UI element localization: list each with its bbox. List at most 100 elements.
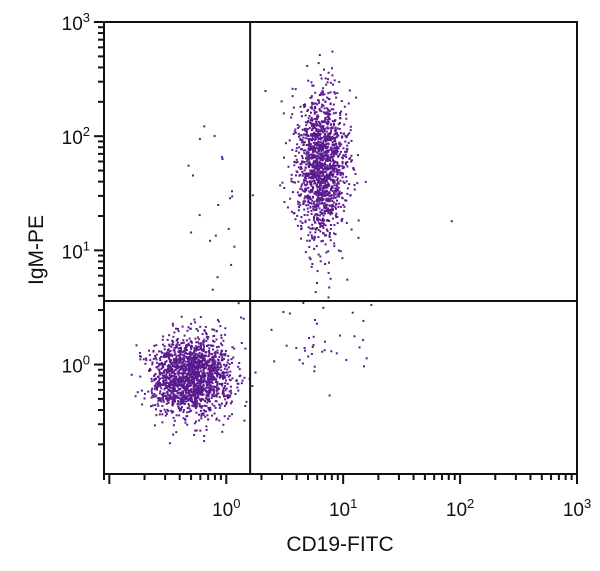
data-point bbox=[313, 238, 316, 241]
data-point bbox=[175, 355, 178, 357]
data-point bbox=[324, 340, 326, 343]
data-point bbox=[190, 352, 193, 355]
data-point bbox=[153, 388, 156, 391]
data-point bbox=[203, 404, 206, 407]
data-point bbox=[214, 386, 217, 388]
data-point bbox=[335, 153, 338, 156]
data-point bbox=[319, 230, 322, 233]
data-point bbox=[177, 372, 180, 375]
data-point bbox=[202, 413, 205, 416]
data-point bbox=[188, 376, 191, 379]
data-point bbox=[168, 369, 171, 372]
data-point bbox=[320, 224, 323, 227]
data-point bbox=[341, 165, 344, 168]
data-point bbox=[168, 442, 171, 445]
data-point bbox=[171, 355, 174, 358]
data-point bbox=[333, 149, 336, 152]
data-point bbox=[173, 397, 176, 400]
data-point bbox=[185, 368, 188, 371]
data-point bbox=[177, 347, 180, 350]
data-point bbox=[350, 160, 352, 163]
data-point bbox=[328, 204, 331, 207]
data-point bbox=[190, 340, 192, 343]
data-point bbox=[220, 351, 223, 354]
data-point bbox=[190, 398, 193, 400]
data-point bbox=[196, 405, 198, 408]
data-point bbox=[346, 144, 349, 147]
data-point bbox=[163, 388, 166, 391]
data-point bbox=[197, 395, 200, 398]
data-point bbox=[338, 190, 341, 193]
data-point bbox=[202, 393, 205, 396]
data-point bbox=[320, 222, 323, 225]
data-point bbox=[319, 187, 321, 190]
data-point bbox=[154, 357, 157, 359]
data-point bbox=[309, 170, 312, 173]
data-point bbox=[215, 388, 218, 391]
data-point bbox=[198, 345, 201, 348]
data-point bbox=[319, 170, 322, 173]
data-point bbox=[181, 383, 184, 386]
data-point bbox=[282, 311, 285, 313]
data-point bbox=[167, 364, 170, 366]
data-point bbox=[201, 389, 204, 392]
data-point bbox=[162, 355, 165, 358]
data-point bbox=[322, 232, 325, 235]
data-point bbox=[196, 366, 199, 369]
data-point bbox=[298, 151, 300, 154]
data-point bbox=[314, 139, 317, 142]
data-point bbox=[222, 423, 225, 426]
data-point bbox=[176, 390, 179, 393]
data-point bbox=[317, 253, 320, 256]
data-point bbox=[157, 399, 160, 402]
data-point bbox=[450, 220, 453, 223]
data-point bbox=[313, 123, 316, 126]
data-point bbox=[176, 380, 179, 383]
data-point bbox=[176, 337, 179, 340]
data-point bbox=[312, 145, 315, 148]
data-point bbox=[329, 163, 331, 165]
data-point bbox=[214, 365, 217, 368]
data-point bbox=[304, 149, 307, 152]
data-point bbox=[333, 242, 336, 245]
data-point bbox=[298, 125, 301, 128]
data-point bbox=[327, 191, 330, 194]
data-point bbox=[353, 335, 356, 338]
data-point bbox=[326, 173, 329, 176]
data-point bbox=[316, 103, 319, 106]
data-point bbox=[189, 396, 192, 399]
data-point bbox=[307, 186, 310, 189]
data-point bbox=[178, 366, 181, 369]
data-point bbox=[296, 123, 299, 126]
data-point bbox=[298, 201, 301, 204]
data-point bbox=[168, 343, 171, 346]
data-point bbox=[238, 362, 241, 364]
data-point bbox=[197, 336, 199, 339]
data-point bbox=[333, 184, 336, 187]
data-point bbox=[188, 366, 191, 368]
data-point bbox=[341, 217, 344, 220]
data-point bbox=[211, 288, 214, 291]
data-point bbox=[179, 403, 182, 406]
data-point bbox=[211, 394, 214, 397]
data-point bbox=[320, 197, 323, 200]
data-point bbox=[202, 409, 205, 412]
data-point bbox=[329, 81, 332, 84]
data-point bbox=[223, 363, 225, 366]
data-point bbox=[299, 137, 302, 140]
data-point bbox=[179, 351, 182, 354]
data-point bbox=[207, 335, 210, 338]
data-point bbox=[183, 357, 185, 360]
data-point bbox=[215, 378, 218, 381]
data-point bbox=[329, 177, 332, 180]
data-point bbox=[216, 383, 219, 386]
data-point bbox=[337, 182, 340, 185]
data-point bbox=[325, 135, 328, 138]
data-point bbox=[198, 338, 201, 341]
data-point bbox=[306, 207, 309, 210]
data-point bbox=[299, 163, 302, 166]
data-point bbox=[179, 367, 182, 370]
data-point bbox=[313, 174, 316, 177]
data-point bbox=[155, 353, 158, 356]
data-point bbox=[172, 370, 175, 373]
